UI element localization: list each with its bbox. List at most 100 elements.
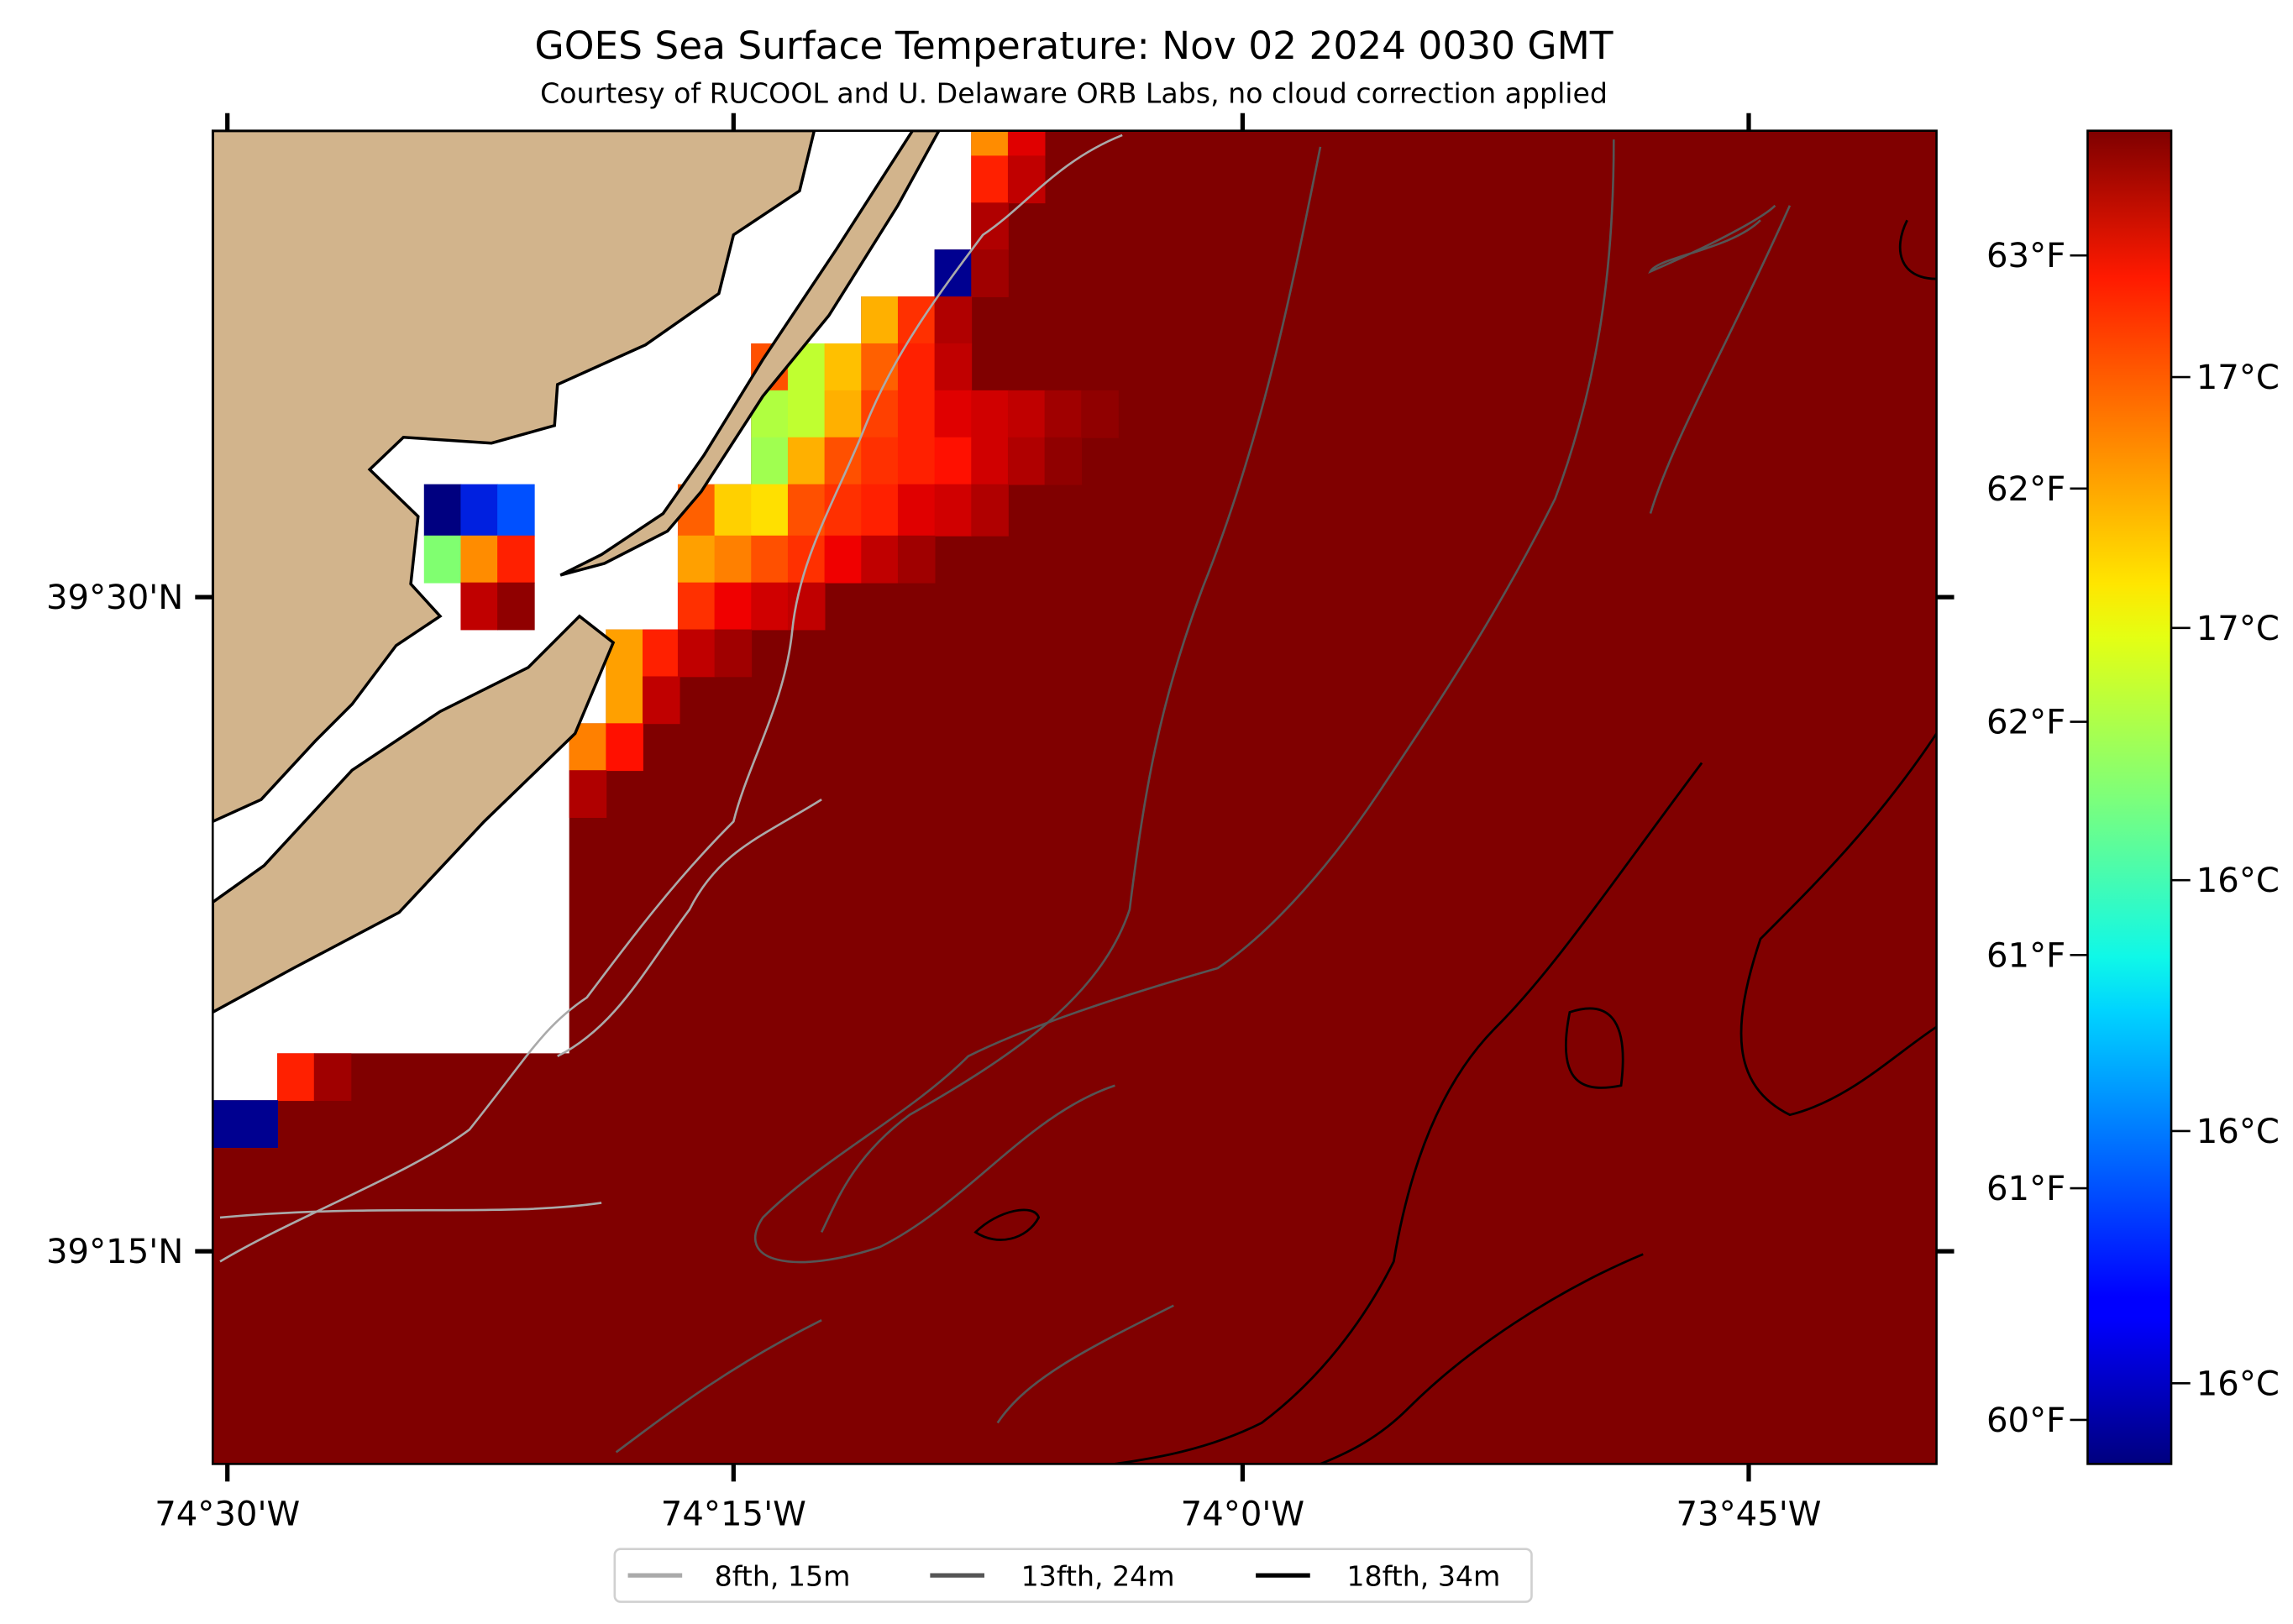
sst-pixel	[714, 535, 753, 584]
sst-pixel-cells	[213, 130, 1119, 1148]
sst-pixel	[423, 535, 462, 584]
fahrenheit-label: 61°F	[1986, 936, 2065, 975]
sst-pixel	[934, 343, 973, 391]
sst-pixel	[751, 535, 789, 584]
fahrenheit-label: 62°F	[1986, 470, 2065, 509]
sst-pixel	[897, 535, 936, 584]
sst-pixel	[313, 1053, 352, 1102]
x-tick-label: 74°0'W	[1181, 1496, 1304, 1534]
sst-pixel	[787, 484, 826, 537]
y-tick-label: 39°15'N	[46, 1233, 183, 1271]
sst-pixel	[934, 296, 973, 344]
sst-pixel	[861, 437, 899, 485]
celsius-label: 16°C	[2196, 1113, 2280, 1151]
sst-pixel	[934, 437, 973, 485]
map-title: GOES Sea Surface Temperature: Nov 02 202…	[535, 24, 1613, 68]
sst-pixel	[861, 535, 899, 584]
celsius-ticks: 17°C 17°C 16°C 16°C 16°C	[2171, 359, 2280, 1403]
sst-pixel	[971, 249, 1009, 297]
sst-pixel	[971, 390, 1009, 438]
sst-pixel	[971, 130, 1009, 157]
sst-pixel	[606, 629, 643, 678]
sst-pixel	[677, 535, 716, 584]
isobath-18fth	[973, 219, 1937, 1464]
sst-pixel	[897, 484, 936, 537]
sst-pixel	[714, 582, 753, 631]
legend-box	[613, 1548, 1533, 1603]
legend-label: 13fth, 24m	[1021, 1559, 1175, 1592]
sst-pixel	[1007, 155, 1046, 204]
sst-pixel	[1007, 130, 1046, 157]
sst-pixel	[497, 582, 535, 631]
bay-pixel-cells	[423, 484, 535, 631]
sst-pixel	[897, 390, 936, 438]
sst-pixel	[787, 390, 826, 438]
sst-pixel	[497, 535, 535, 584]
sst-pixel	[1044, 437, 1083, 485]
sst-pixel	[824, 343, 863, 391]
isobath-13fth	[615, 139, 1792, 1454]
fahrenheit-label: 60°F	[1986, 1401, 2065, 1440]
sst-pixel	[677, 582, 716, 631]
legend: 8fth, 15m 13fth, 24m 18fth, 34m	[613, 1548, 1533, 1603]
sst-pixel	[643, 629, 680, 678]
sst-pixel	[824, 535, 863, 584]
sst-pixel	[460, 484, 498, 537]
celsius-label: 17°C	[2196, 610, 2280, 648]
sst-pixel	[1044, 390, 1083, 438]
sst-pixel	[824, 484, 863, 537]
sst-pixel	[677, 629, 716, 678]
sst-pixel	[897, 296, 936, 344]
sst-pixel	[1081, 390, 1119, 438]
sst-pixel	[897, 343, 936, 391]
barrier-island	[559, 130, 941, 577]
colorbar-gradient	[2086, 129, 2173, 1465]
sst-pixel	[751, 484, 789, 537]
mainland-south	[213, 614, 616, 1014]
sst-pixel	[1007, 390, 1046, 438]
sst-pixel	[569, 770, 607, 818]
map-frame	[211, 129, 1938, 1465]
sst-pixel	[277, 1053, 315, 1102]
sst-pixel	[1007, 437, 1046, 485]
map-ticks	[195, 113, 1955, 1482]
sst-pixel	[714, 629, 753, 678]
legend-label: 8fth, 15m	[715, 1559, 851, 1592]
sst-pixel	[751, 582, 789, 631]
fahrenheit-label: 62°F	[1986, 704, 2065, 742]
map-subtitle: Courtesy of RUCOOL and U. Delaware ORB L…	[540, 76, 1608, 109]
sst-pixel	[934, 390, 973, 438]
sst-pixel	[861, 484, 899, 537]
y-tick-label: 39°30'N	[46, 579, 183, 617]
sst-pixel	[971, 484, 1009, 537]
map-area	[213, 130, 1937, 1464]
sst-pixel	[861, 390, 899, 438]
sst-pixel	[787, 535, 826, 584]
sst-pixel	[897, 437, 936, 485]
celsius-label: 16°C	[2196, 1365, 2280, 1403]
legend-label: 18fth, 34m	[1346, 1559, 1500, 1592]
sst-pixel	[606, 723, 643, 772]
y-axis-labels: 39°30'N 39°15'N	[46, 579, 183, 1271]
isobath-8fth	[219, 134, 1123, 1263]
fahrenheit-label: 63°F	[1986, 237, 2065, 275]
sst-pixel	[606, 676, 643, 725]
sst-pixel	[460, 535, 498, 584]
sst-pixel	[643, 676, 680, 725]
sst-pixel	[971, 155, 1009, 204]
mainland-north	[213, 130, 816, 824]
sst-pixel	[861, 296, 899, 344]
x-tick-label: 74°30'W	[155, 1496, 300, 1534]
land	[213, 130, 941, 1014]
x-tick-label: 73°45'W	[1676, 1496, 1821, 1534]
fahrenheit-label: 61°F	[1986, 1170, 2065, 1208]
x-tick-label: 74°15'W	[661, 1496, 806, 1534]
celsius-label: 17°C	[2196, 359, 2280, 397]
sst-pixel	[423, 484, 462, 537]
sst-pixel	[751, 437, 789, 485]
sst-pixel	[460, 582, 498, 631]
sst-pixel	[714, 484, 753, 537]
sst-pixel	[213, 1100, 278, 1148]
sst-pixel	[971, 437, 1009, 485]
